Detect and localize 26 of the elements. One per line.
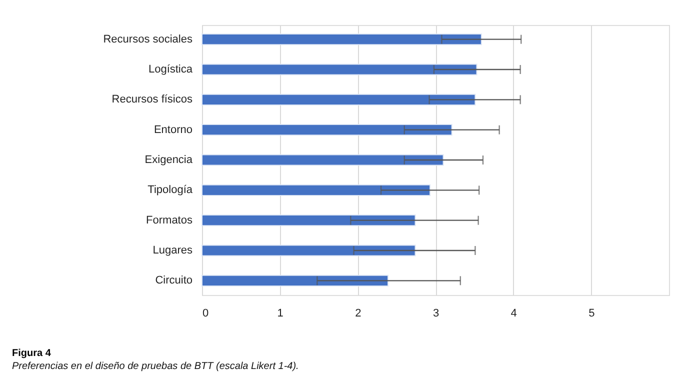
y-tick-label: Logística: [148, 63, 194, 76]
y-tick-label: Exigencia: [144, 154, 194, 166]
bar: [202, 184, 431, 196]
x-tick-label: 3: [432, 308, 440, 320]
x-tick-label: 0: [202, 308, 209, 320]
y-tick-label: Recursos sociales: [103, 33, 193, 46]
bar: [202, 214, 416, 226]
bar: [202, 154, 444, 166]
y-tick-label: Lugares: [152, 244, 193, 257]
y-tick-label: Circuito: [155, 274, 192, 287]
bar: [202, 124, 452, 136]
text: Figura 4: [12, 348, 52, 359]
bar: [202, 94, 476, 106]
bar: [202, 34, 482, 46]
text: Preferencias en el diseño de pruebas de BTT (escala Likert 1-4).: [12, 361, 299, 372]
x-tick-label: 5: [588, 308, 595, 320]
bar: [202, 244, 416, 256]
bar: [202, 64, 478, 76]
x-tick-label: 2: [355, 308, 362, 320]
bar: [202, 274, 389, 286]
x-tick-label: 1: [277, 308, 284, 320]
y-tick-label: Formatos: [146, 214, 193, 226]
y-tick-label: Tipología: [148, 184, 194, 196]
y-tick-label: Entorno: [154, 124, 192, 136]
y-tick-label: Recursos físicos: [112, 94, 193, 106]
x-tick-label: 4: [510, 308, 517, 320]
